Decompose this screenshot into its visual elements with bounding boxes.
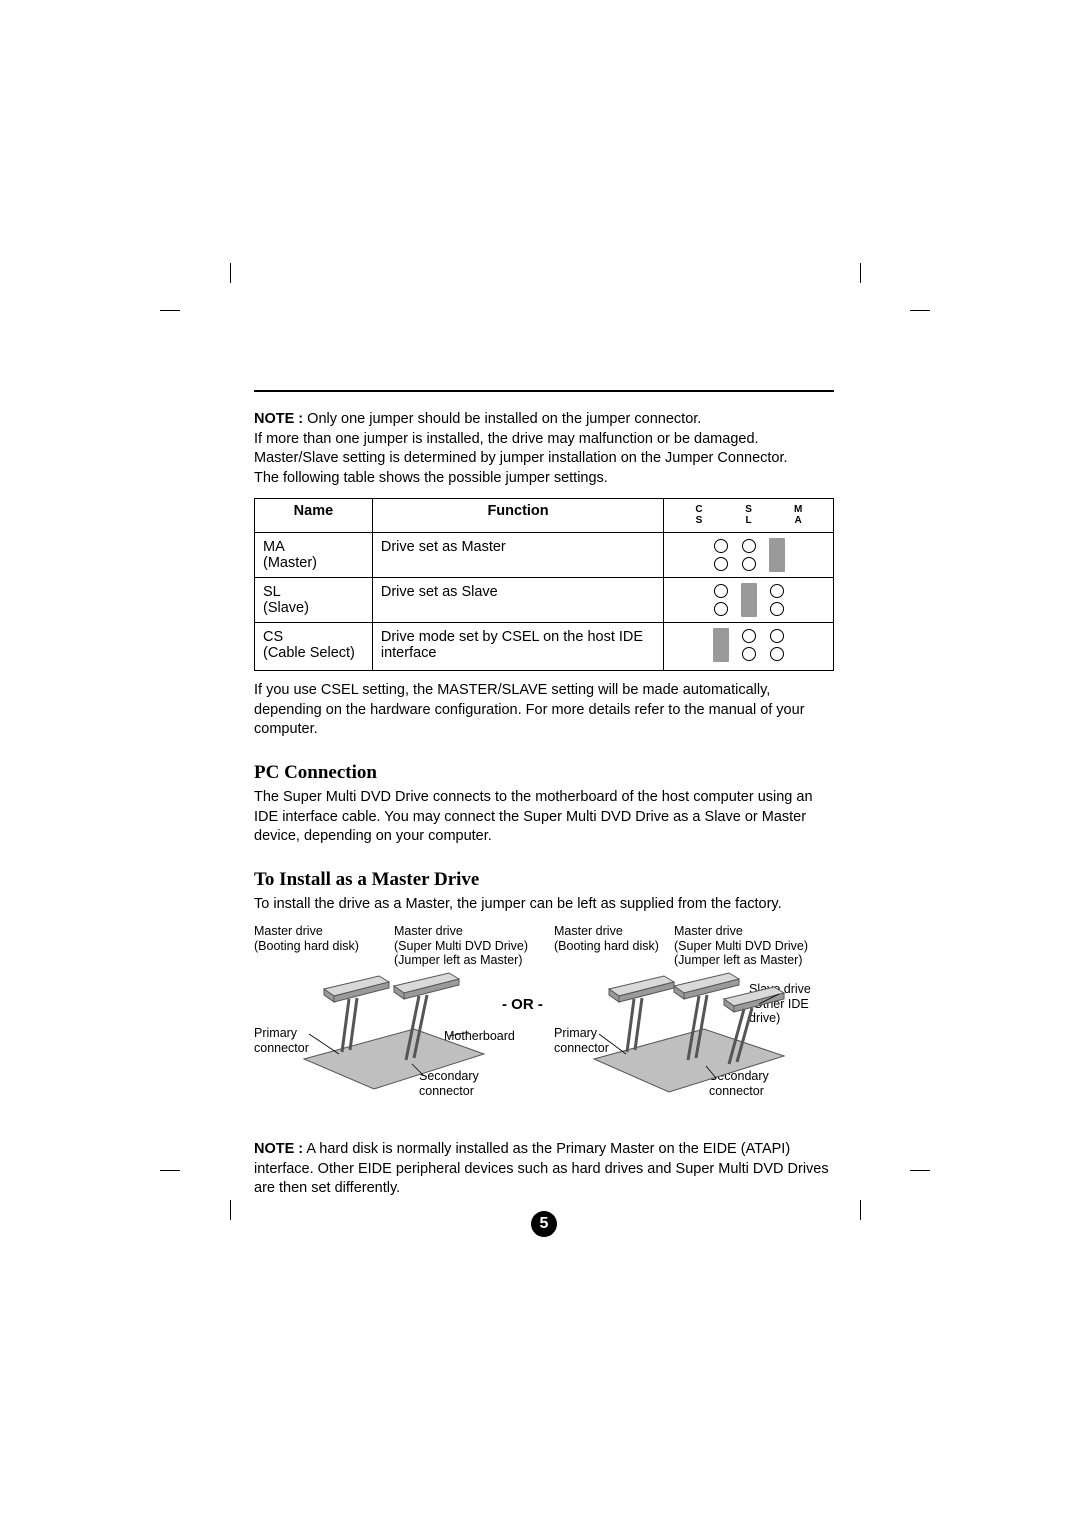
cell-name: MA(Master) <box>255 533 373 578</box>
note-line1: Only one jumper should be installed on t… <box>303 411 701 427</box>
note-lead: NOTE : <box>254 411 303 427</box>
top-rule <box>254 390 834 392</box>
table-row: CS(Cable Select)Drive mode set by CSEL o… <box>255 623 834 671</box>
cell-pins <box>664 533 834 578</box>
th-function: Function <box>372 499 663 533</box>
pin-open-icon <box>714 602 728 616</box>
label-master-boot-right: Master drive (Booting hard disk) <box>554 924 659 953</box>
jumper-icon <box>741 583 757 617</box>
table-row: SL(Slave)Drive set as Slave <box>255 578 834 623</box>
text: Master drive <box>394 924 463 938</box>
note-bottom-lead: NOTE : <box>254 1141 303 1157</box>
text: Primary <box>254 1026 297 1040</box>
pin-open-icon <box>742 629 756 643</box>
crop-mark <box>860 1200 861 1220</box>
note-line4: The following table shows the possible j… <box>254 469 834 489</box>
cell-name: CS(Cable Select) <box>255 623 373 671</box>
pin-col-label: C <box>695 504 702 515</box>
pin-open-icon <box>770 584 784 598</box>
crop-mark <box>160 1170 180 1171</box>
th-pins: CS SL MA <box>664 499 834 533</box>
or-label: - OR - <box>502 996 543 1013</box>
pin-col-label: M <box>794 504 802 515</box>
pin-open-icon <box>714 539 728 553</box>
crop-mark <box>230 263 231 283</box>
heading-pc-connection: PC Connection <box>254 762 834 784</box>
text: Master drive <box>254 924 323 938</box>
install-master-body: To install the drive as a Master, the ju… <box>254 895 834 915</box>
text: CS <box>263 629 283 645</box>
text: (Master) <box>263 555 317 571</box>
crop-mark <box>860 263 861 283</box>
pin-col-label: S <box>745 504 752 515</box>
jumper-table: Name Function CS SL MA MA(Master)Drive s… <box>254 498 834 671</box>
label-master-dvd-right: Master drive (Super Multi DVD Drive) (Ju… <box>674 924 808 967</box>
pin-open-icon <box>742 647 756 661</box>
pin-open-icon <box>714 557 728 571</box>
crop-mark <box>160 310 180 311</box>
pin-open-icon <box>770 629 784 643</box>
text: Master drive <box>674 924 743 938</box>
text: Master drive <box>554 924 623 938</box>
jumper-icon <box>769 538 785 572</box>
page-number-badge: 5 <box>531 1211 557 1237</box>
note-line3: Master/Slave setting is determined by ju… <box>254 449 834 469</box>
th-name: Name <box>255 499 373 533</box>
pc-connection-body: The Super Multi DVD Drive connects to th… <box>254 788 834 847</box>
cell-pins <box>664 623 834 671</box>
jumper-icon <box>713 628 729 662</box>
text: MA <box>263 539 285 555</box>
text: (Cable Select) <box>263 645 355 661</box>
pin-open-icon <box>714 584 728 598</box>
cell-function: Drive mode set by CSEL on the host IDE i… <box>372 623 663 671</box>
note-top: NOTE : Only one jumper should be install… <box>254 410 834 488</box>
text: (Super Multi DVD Drive) <box>674 939 808 953</box>
pin-open-icon <box>770 602 784 616</box>
pin-open-icon <box>742 557 756 571</box>
page-content: NOTE : Only one jumper should be install… <box>254 390 834 1237</box>
table-row: MA(Master)Drive set as Master <box>255 533 834 578</box>
pin-col-label: L <box>746 515 752 526</box>
cell-function: Drive set as Master <box>372 533 663 578</box>
text: (Booting hard disk) <box>554 939 659 953</box>
heading-install-master: To Install as a Master Drive <box>254 869 834 891</box>
text: (Booting hard disk) <box>254 939 359 953</box>
pin-open-icon <box>770 647 784 661</box>
note-line2: If more than one jumper is installed, th… <box>254 430 834 450</box>
cell-pins <box>664 578 834 623</box>
label-master-dvd-left: Master drive (Super Multi DVD Drive) (Ju… <box>394 924 528 967</box>
text: SL <box>263 584 281 600</box>
install-diagram: Master drive (Booting hard disk) Master … <box>254 924 834 1124</box>
pin-col-label: S <box>696 515 703 526</box>
cell-function: Drive set as Slave <box>372 578 663 623</box>
crop-mark <box>910 310 930 311</box>
text: (Super Multi DVD Drive) <box>394 939 528 953</box>
csel-note: If you use CSEL setting, the MASTER/SLAV… <box>254 681 834 740</box>
label-master-boot-left: Master drive (Booting hard disk) <box>254 924 359 953</box>
table-header-row: Name Function CS SL MA <box>255 499 834 533</box>
crop-mark <box>910 1170 930 1171</box>
crop-mark <box>230 1200 231 1220</box>
motherboard-illustration-left <box>294 964 494 1094</box>
note-bottom-rest: A hard disk is normally installed as the… <box>254 1141 829 1196</box>
text: (Slave) <box>263 600 309 616</box>
motherboard-illustration-right <box>584 964 794 1094</box>
cell-name: SL(Slave) <box>255 578 373 623</box>
after-table-note: If you use CSEL setting, the MASTER/SLAV… <box>254 681 834 740</box>
pin-col-label: A <box>795 515 802 526</box>
pin-open-icon <box>742 539 756 553</box>
note-bottom: NOTE : A hard disk is normally installed… <box>254 1140 834 1199</box>
